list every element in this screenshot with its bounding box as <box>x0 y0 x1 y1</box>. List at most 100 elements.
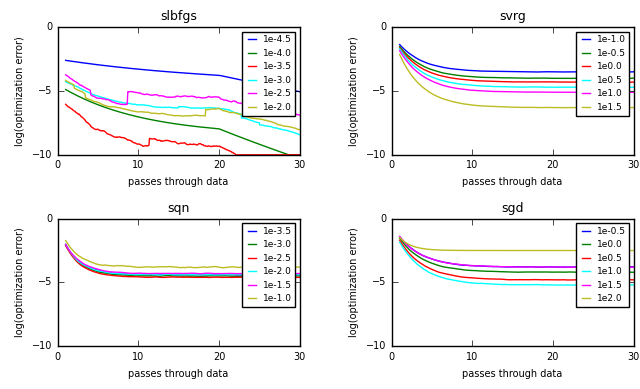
1e-0.5 <box>630 265 637 269</box>
1e-1.5 <box>231 271 239 276</box>
Legend: 1e-1.0, 1e-0.5, 1e0.0, 1e0.5, 1e1.0, 1e1.5: 1e-1.0, 1e-0.5, 1e0.0, 1e0.5, 1e1.0, 1e1… <box>576 32 629 116</box>
1e-4.5 <box>230 76 238 81</box>
1e-3.0 <box>232 110 239 115</box>
1e-0.5 <box>573 76 580 81</box>
1e1.0 <box>574 283 582 287</box>
1e-0.5 <box>566 76 573 81</box>
Line: 1e-3.5: 1e-3.5 <box>66 104 300 155</box>
1e-4.0 <box>154 119 162 123</box>
Line: 1e0.0: 1e0.0 <box>399 238 634 272</box>
Y-axis label: log(optimization error): log(optimization error) <box>15 228 25 337</box>
1e-4.5 <box>90 62 98 67</box>
1e-1.5 <box>62 242 70 247</box>
Title: sgd: sgd <box>501 202 524 215</box>
1e-0.5 <box>396 44 403 49</box>
1e0.0 <box>424 69 431 74</box>
1e-0.5 <box>566 265 573 270</box>
1e0.0 <box>564 270 572 274</box>
1e1.0 <box>472 281 480 286</box>
1e-3.5 <box>230 151 238 156</box>
1e-2.0 <box>232 272 239 277</box>
1e-3.5 <box>138 143 146 148</box>
1e0.5 <box>472 83 480 88</box>
1e0.0 <box>396 46 403 50</box>
1e-3.5 <box>232 152 239 157</box>
1e-0.5 <box>472 75 480 79</box>
1e-4.0 <box>138 116 146 120</box>
1e1.5 <box>396 234 403 239</box>
1e0.5 <box>488 277 496 281</box>
1e0.0 <box>396 236 403 240</box>
1e1.5 <box>488 104 496 109</box>
1e-4.0 <box>230 133 238 137</box>
1e-3.0 <box>232 274 239 279</box>
1e0.0 <box>543 270 550 275</box>
1e-0.5 <box>488 75 496 80</box>
1e1.0 <box>564 283 572 287</box>
1e0.0 <box>630 80 637 84</box>
Line: 1e-2.0: 1e-2.0 <box>66 81 300 130</box>
1e1.0 <box>630 283 637 287</box>
1e-0.5 <box>488 264 496 269</box>
1e-3.0 <box>138 103 146 107</box>
1e-2.5 <box>296 113 303 117</box>
1e-2.5 <box>289 275 296 280</box>
1e-3.5 <box>209 272 217 277</box>
Line: 1e-3.0: 1e-3.0 <box>66 82 300 135</box>
1e-1.5 <box>296 271 303 276</box>
1e-3.5 <box>254 273 262 277</box>
1e0.0 <box>566 270 573 274</box>
Line: 1e-0.5: 1e-0.5 <box>399 46 634 79</box>
1e1.0 <box>396 48 403 53</box>
1e1.0 <box>424 269 431 274</box>
Line: 1e0.5: 1e0.5 <box>399 49 634 88</box>
1e-2.0 <box>154 273 162 277</box>
Y-axis label: log(optimization error): log(optimization error) <box>15 36 25 146</box>
1e-1.0 <box>90 261 98 265</box>
1e-3.5 <box>138 272 146 277</box>
1e1.0 <box>396 240 403 245</box>
1e-2.0 <box>230 110 238 115</box>
Line: 1e-0.5: 1e-0.5 <box>399 237 634 267</box>
1e-2.0 <box>138 109 146 114</box>
1e-0.5 <box>424 66 431 70</box>
1e-1.0 <box>472 68 480 73</box>
1e-3.5 <box>154 272 162 277</box>
X-axis label: passes through data: passes through data <box>463 177 563 187</box>
1e1.0 <box>488 89 496 94</box>
1e-1.5 <box>197 272 205 276</box>
Line: 1e-2.5: 1e-2.5 <box>66 75 300 115</box>
1e-2.0 <box>138 272 146 277</box>
1e-4.5 <box>154 68 162 73</box>
X-axis label: passes through data: passes through data <box>463 369 563 379</box>
1e2.0 <box>424 247 431 252</box>
1e0.5 <box>630 85 637 89</box>
1e0.0 <box>472 78 480 83</box>
1e-2.0 <box>62 242 70 247</box>
1e-1.0 <box>630 70 637 74</box>
1e0.0 <box>543 79 550 84</box>
1e-4.5 <box>232 77 239 81</box>
1e-3.0 <box>154 274 162 279</box>
1e1.0 <box>566 283 573 287</box>
1e0.5 <box>424 265 431 270</box>
1e-3.0 <box>237 274 245 279</box>
1e-1.0 <box>566 70 573 74</box>
1e-3.0 <box>296 273 303 278</box>
1e0.0 <box>488 269 496 274</box>
1e-1.5 <box>232 271 240 276</box>
1e-3.0 <box>138 273 146 278</box>
1e2.0 <box>566 248 573 253</box>
1e-1.0 <box>232 265 239 270</box>
1e-1.0 <box>620 70 628 74</box>
1e0.0 <box>488 79 496 84</box>
1e1.0 <box>472 88 480 93</box>
1e-4.5 <box>209 73 217 77</box>
1e-2.5 <box>90 94 98 98</box>
1e1.5 <box>424 89 431 93</box>
1e-2.5 <box>154 275 162 279</box>
1e1.5 <box>424 255 431 260</box>
1e-2.0 <box>253 273 260 277</box>
Title: sqn: sqn <box>168 202 190 215</box>
1e-3.5 <box>90 267 98 272</box>
